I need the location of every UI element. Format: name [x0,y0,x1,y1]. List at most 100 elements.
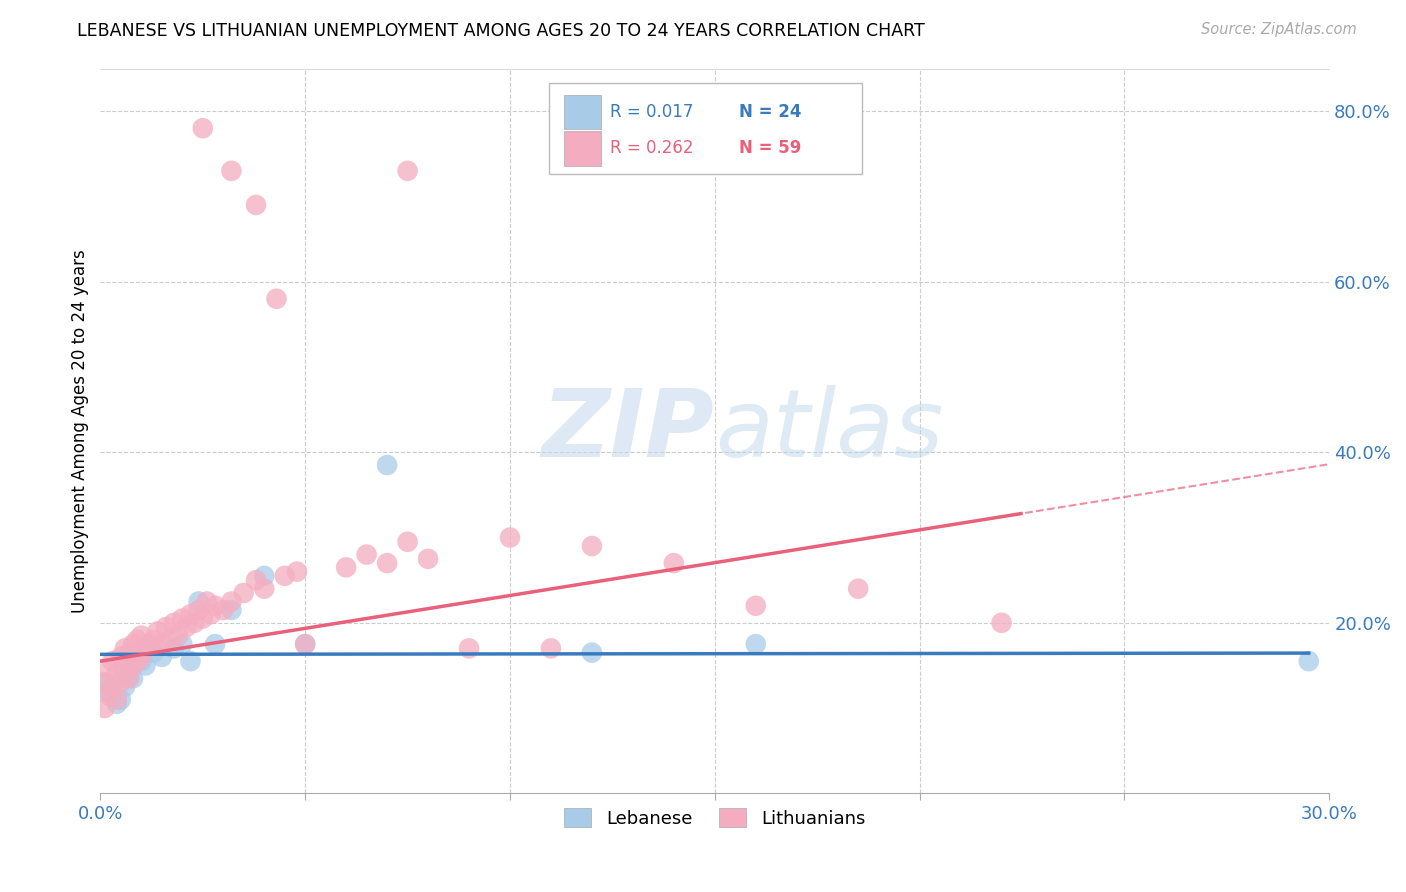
Point [179,654,201,668]
Point [101,680,124,694]
Point [253,569,276,583]
Bar [564,95,600,129]
Point [195,594,218,608]
Point [191,611,214,625]
Point [118,671,141,685]
Point [163,615,186,630]
Point [114,680,136,694]
Point [221,164,243,178]
Point [150,649,173,664]
Point [93,675,115,690]
Text: Source: ZipAtlas.com: Source: ZipAtlas.com [1201,22,1357,37]
Point [204,599,226,613]
Point [245,198,267,212]
Point [499,531,522,545]
Point [179,607,201,622]
FancyBboxPatch shape [548,83,862,174]
Point [122,637,145,651]
Point [375,556,398,570]
Point [266,292,288,306]
Point [273,569,295,583]
Point [335,560,357,574]
Point [131,654,153,668]
Point [187,594,209,608]
Point [131,629,153,643]
Y-axis label: Unemployment Among Ages 20 to 24 years: Unemployment Among Ages 20 to 24 years [72,249,89,613]
Point [204,637,226,651]
Point [176,620,198,634]
Point [159,632,181,647]
Point [285,565,308,579]
Point [191,121,214,136]
Point [118,646,141,660]
Point [122,658,145,673]
Point [200,607,222,622]
Point [97,684,120,698]
Point [114,641,136,656]
Point [142,646,165,660]
Point [396,164,419,178]
Point [581,539,603,553]
Point [212,603,235,617]
Point [375,458,398,472]
Text: atlas: atlas [714,385,943,476]
Point [294,637,316,651]
Point [150,637,173,651]
Text: ZIP: ZIP [541,385,714,477]
Point [110,692,132,706]
Point [221,603,243,617]
Point [356,548,378,562]
Point [416,552,439,566]
Point [253,582,276,596]
Point [97,688,120,702]
Point [1298,654,1320,668]
Point [245,573,267,587]
Point [114,663,136,677]
Point [187,603,209,617]
Point [138,637,160,651]
Point [172,637,194,651]
Point [183,615,205,630]
Point [93,701,115,715]
Point [134,658,156,673]
Point [846,582,869,596]
Text: N = 59: N = 59 [740,139,801,157]
Text: N = 24: N = 24 [740,103,801,121]
Point [101,654,124,668]
Point [118,667,141,681]
Point [93,675,115,690]
Point [105,692,128,706]
Point [155,620,177,634]
Point [146,624,169,639]
Point [221,594,243,608]
Point [131,649,153,664]
Point [990,615,1012,630]
Text: R = 0.262: R = 0.262 [610,139,693,157]
Point [581,646,603,660]
Point [110,675,132,690]
Point [172,611,194,625]
Point [294,637,316,651]
Point [232,586,254,600]
Point [540,641,562,656]
Point [105,667,128,681]
Point [142,632,165,647]
Point [458,641,481,656]
Text: LEBANESE VS LITHUANIAN UNEMPLOYMENT AMONG AGES 20 TO 24 YEARS CORRELATION CHART: LEBANESE VS LITHUANIAN UNEMPLOYMENT AMON… [77,22,925,40]
Point [134,641,156,656]
Point [163,641,186,656]
Point [745,599,768,613]
Point [127,654,149,668]
Point [110,649,132,664]
Point [127,632,149,647]
Point [745,637,768,651]
Point [662,556,685,570]
Legend: Lebanese, Lithuanians: Lebanese, Lithuanians [557,801,873,835]
Point [101,688,124,702]
Point [122,671,145,685]
Point [396,534,419,549]
Point [167,629,190,643]
Point [105,697,128,711]
Point [97,663,120,677]
Bar [564,131,600,166]
